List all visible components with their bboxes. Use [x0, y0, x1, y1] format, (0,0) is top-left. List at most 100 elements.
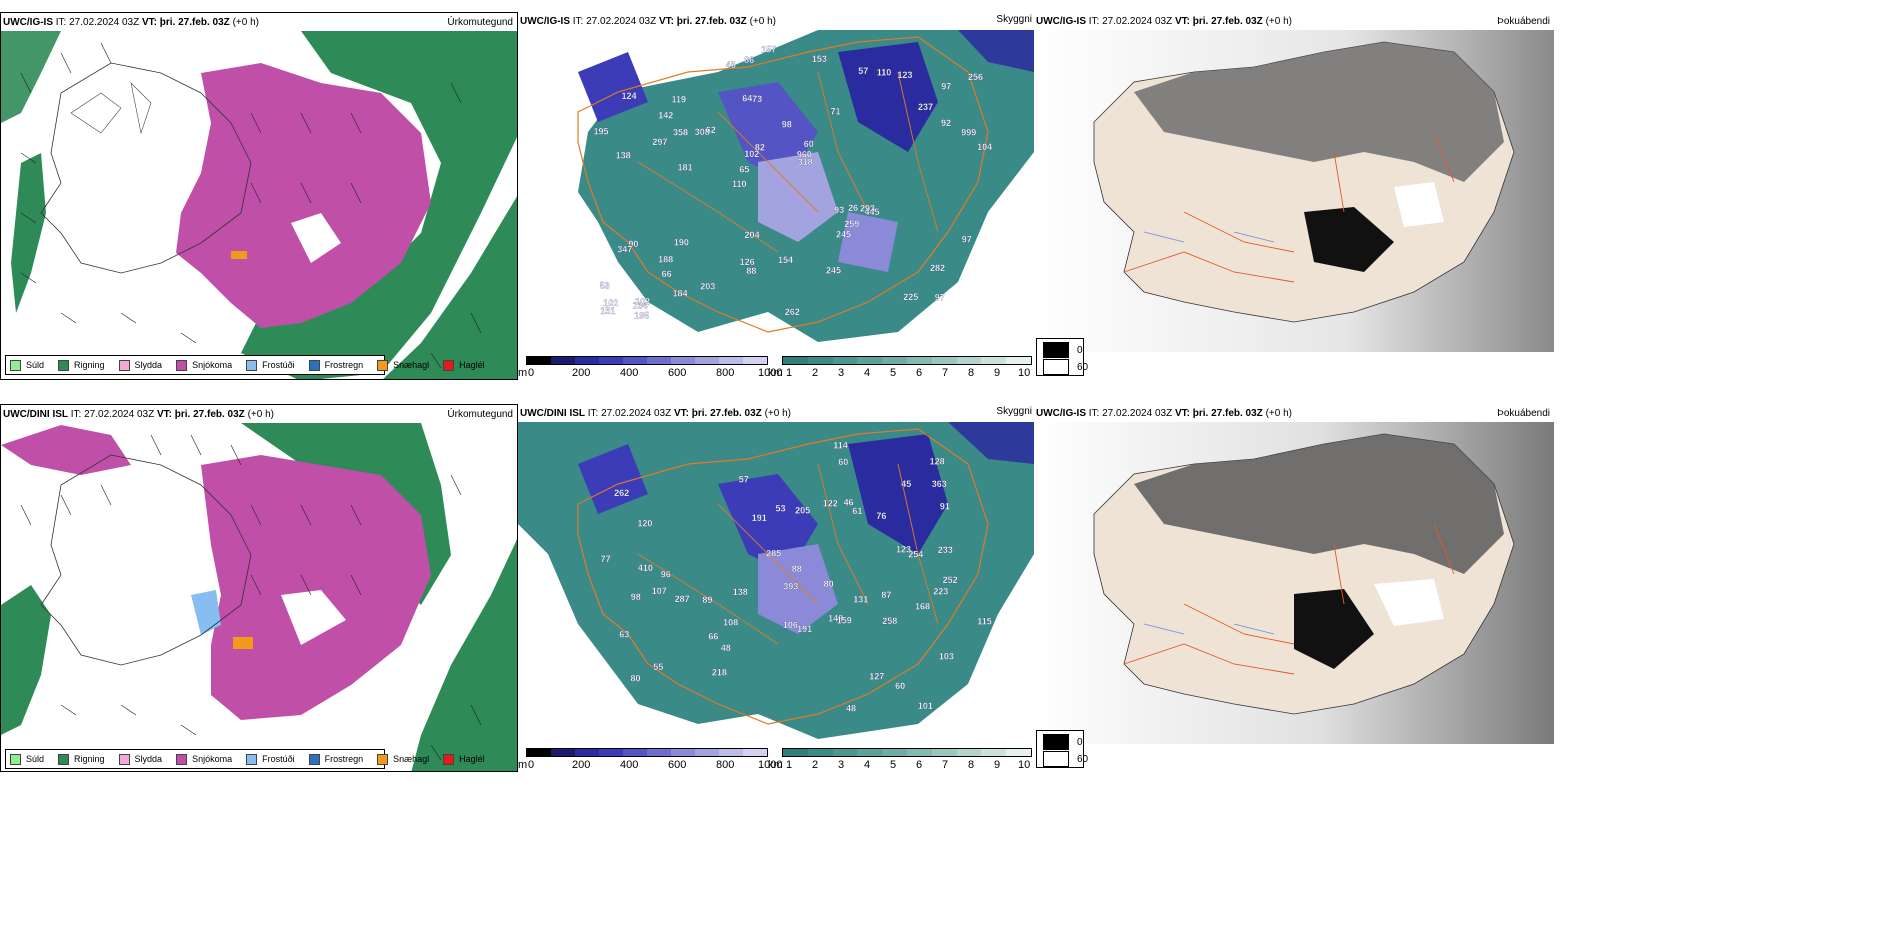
- visibility-value-labels: 97 138 97 110 71 102 64 98 90 62 53 66 73 60 445 124 86 1…: [593, 44, 992, 320]
- legend-label: Frostregn: [324, 360, 364, 370]
- visibility-value-label: 76: [876, 511, 886, 521]
- legend-item: Rigning: [58, 359, 105, 371]
- visibility-value-label: 308: [695, 127, 710, 137]
- visibility-value-label: 102: [603, 298, 618, 308]
- legend-label: Slydda: [134, 754, 163, 764]
- colorbar-segment: [956, 749, 982, 756]
- tick-label: 0: [528, 759, 535, 771]
- fog-legend-high: 60: [1043, 359, 1088, 375]
- colorbar-segment: [832, 357, 858, 364]
- visibility-value-label: 86: [744, 55, 754, 65]
- visibility-value-label: 97: [941, 82, 951, 92]
- legend-label: Rigning: [74, 754, 105, 764]
- colorbar-segment: [783, 357, 808, 364]
- legend-swatch: [308, 359, 320, 371]
- tick-label: 9: [994, 759, 1001, 771]
- visibility-value-label: 96: [661, 569, 671, 579]
- colorbar-segment: [882, 749, 907, 756]
- legend-swatch: [443, 359, 455, 371]
- fog-index-panel-bottom: UWC/IG-IS IT: 27.02.2024 03Z VT: þri. 27…: [1034, 404, 1554, 772]
- visibility-value-labels: 101 107 148 262 103 120 55 89 76 53 61 60 48 57 80 63 87…: [600, 441, 991, 714]
- colorbar-segment: [956, 357, 982, 364]
- legend-item: Snjókoma: [176, 359, 233, 371]
- visibility-value-label: 126: [740, 257, 755, 267]
- legend-item: Súld: [10, 753, 44, 765]
- legend-label: Snjókoma: [192, 360, 233, 370]
- visibility-value-label: 410: [638, 563, 653, 573]
- visibility-value-label: 97: [962, 235, 972, 245]
- tick-label: 0: [528, 367, 535, 379]
- visibility-value-label: 90: [628, 239, 638, 249]
- tick-label: 2: [812, 367, 819, 379]
- visibility-value-label: 184: [673, 289, 688, 299]
- tick-label: 4: [864, 367, 871, 379]
- visibility-value-label: 318: [798, 157, 813, 167]
- visibility-value-label: 258: [882, 616, 897, 626]
- visibility-value-label: 293: [860, 203, 875, 213]
- legend-item: Súld: [10, 359, 45, 371]
- visibility-value-label: 128: [930, 456, 945, 466]
- tick-label: 800: [716, 759, 735, 771]
- visibility-value-label: 358: [673, 128, 688, 138]
- tick-label: 3: [838, 759, 845, 771]
- colorbar-segment: [882, 357, 907, 364]
- visibility-value-label: 960: [797, 150, 812, 160]
- fog-legend-low: 0: [1043, 734, 1083, 750]
- visibility-value-label: 88: [746, 266, 756, 276]
- legend-swatch: [1043, 342, 1069, 358]
- visibility-value-label: 190: [674, 238, 689, 248]
- visibility-value-label: 287: [675, 594, 690, 604]
- legend-swatch: [1043, 359, 1069, 375]
- visibility-value-label: 101: [918, 701, 933, 711]
- visibility-value-label: 254: [908, 549, 923, 559]
- tick-label: 200: [572, 759, 591, 771]
- colorbar-segment: [807, 749, 833, 756]
- visibility-value-label: 98: [631, 592, 641, 602]
- visibility-value-label: 57: [858, 66, 868, 76]
- visibility-value-label: 153: [812, 54, 827, 64]
- visibility-panel-bottom: UWC/DINI ISL IT: 27.02.2024 03Z VT: þri.…: [518, 404, 1034, 772]
- visibility-value-label: 131: [853, 594, 868, 604]
- field-name: Úrkomutegund: [447, 17, 513, 28]
- visibility-value-label: 102: [744, 149, 759, 159]
- visibility-value-label: 233: [938, 545, 953, 555]
- colorbar-segment: [551, 749, 575, 756]
- legend-item: Slydda: [118, 753, 163, 765]
- visibility-value-label: 48: [721, 643, 731, 653]
- visibility-value-label: 154: [778, 255, 793, 265]
- tick-label: 5: [890, 367, 897, 379]
- visibility-value-label: 66: [662, 269, 672, 279]
- visibility-value-label: 205: [795, 506, 810, 516]
- colorbar-segment: [719, 357, 743, 364]
- fog-index-panel-top: UWC/IG-IS IT: 27.02.2024 03Z VT: þri. 27…: [1034, 12, 1554, 380]
- legend-label: Súld: [26, 360, 45, 370]
- tick-label: 1: [786, 759, 793, 771]
- colorbar-segment: [743, 357, 767, 364]
- precip-legend: Súld Rigning Slydda Snjókoma Frostúði Fr…: [5, 749, 485, 769]
- colorbar-segment: [527, 357, 551, 364]
- colorbar-segment: [981, 357, 1007, 364]
- visibility-value-label: 55: [653, 662, 663, 672]
- visibility-value-label: 159: [837, 616, 852, 626]
- visibility-value-label: 66: [708, 632, 718, 642]
- legend-label: Frostúði: [262, 360, 295, 370]
- visibility-value-label: 203: [700, 282, 715, 292]
- visibility-value-label: 138: [733, 587, 748, 597]
- visibility-value-label: 225: [903, 292, 918, 302]
- visibility-m-bar: [526, 748, 768, 757]
- tick-label: 600: [668, 759, 687, 771]
- tick-label: 1000: [758, 759, 783, 771]
- colorbar-segment: [527, 749, 551, 756]
- tick-label: 1: [786, 367, 793, 379]
- visibility-value-label: 65: [739, 164, 749, 174]
- field-name: Skyggni: [996, 14, 1032, 25]
- colorbar-segment: [551, 357, 575, 364]
- visibility-value-label: 60: [838, 457, 848, 467]
- visibility-value-label: 98: [782, 120, 792, 130]
- visibility-value-label: 87: [881, 590, 891, 600]
- visibility-value-label: 60: [895, 681, 905, 691]
- visibility-value-label: 123: [896, 545, 911, 555]
- visibility-value-label: 46: [844, 497, 854, 507]
- precip-map: [1, 31, 517, 379]
- visibility-value-label: 53: [776, 504, 786, 514]
